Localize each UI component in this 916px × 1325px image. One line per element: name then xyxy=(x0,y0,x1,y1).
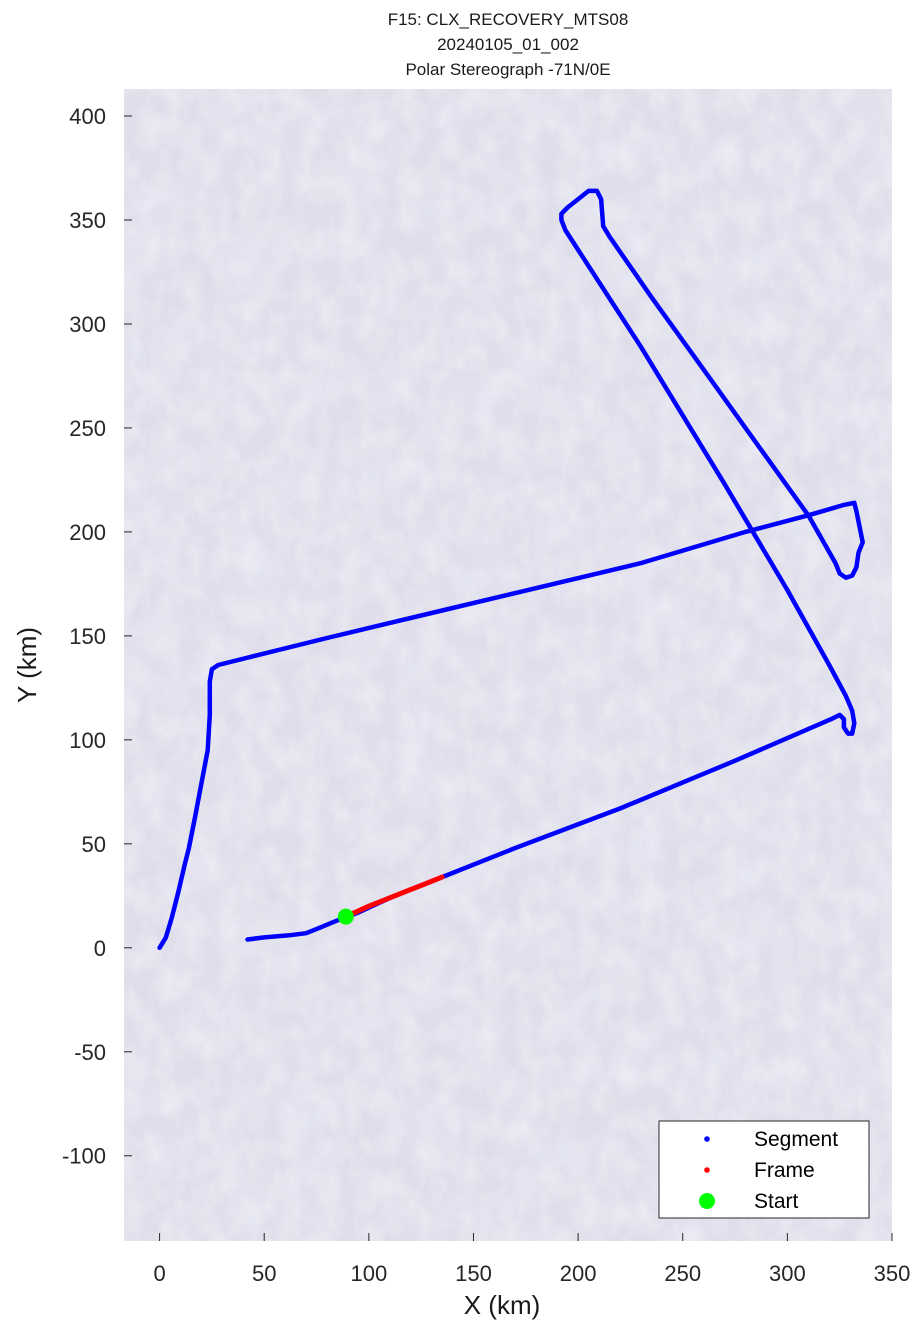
y-tick-label: 0 xyxy=(94,936,106,961)
x-tick-label: 200 xyxy=(560,1261,597,1286)
x-tick-label: 250 xyxy=(664,1261,701,1286)
legend-box xyxy=(658,1120,870,1219)
x-tick-label: 300 xyxy=(769,1261,806,1286)
figure-title: F15: CLX_RECOVERY_MTS08 20240105_01_002 … xyxy=(388,10,629,79)
track-start-marker xyxy=(337,908,354,925)
y-axis-label: Y (km) xyxy=(12,627,42,703)
x-axis-label: X (km) xyxy=(464,1290,541,1320)
x-tick-label: 350 xyxy=(874,1261,911,1286)
track-segment-line xyxy=(157,188,865,951)
legend-segment-marker xyxy=(704,1136,710,1142)
y-tick-label: 150 xyxy=(69,624,106,649)
x-tick-label: 0 xyxy=(153,1261,165,1286)
y-tick-label: -100 xyxy=(62,1144,106,1169)
legend: Segment Frame Start xyxy=(658,1120,870,1219)
legend-start-label: Start xyxy=(754,1190,799,1213)
x-tick-label: 100 xyxy=(350,1261,387,1286)
flight-track xyxy=(157,188,865,951)
imagery-texture-fine xyxy=(124,89,892,1241)
y-axis: -100 -50 0 50 100 150 200 250 300 350 400 xyxy=(62,104,132,1169)
x-tick-label: 50 xyxy=(252,1261,276,1286)
legend-segment-label: Segment xyxy=(754,1128,838,1151)
track-frame-line xyxy=(343,874,445,920)
y-tick-label: 250 xyxy=(69,416,106,441)
y-tick-label: 200 xyxy=(69,520,106,545)
plot-area xyxy=(124,89,892,1241)
y-tick-label: 300 xyxy=(69,312,106,337)
legend-start-marker xyxy=(699,1193,715,1209)
title-line-2: 20240105_01_002 xyxy=(437,35,579,54)
legend-frame-label: Frame xyxy=(754,1159,815,1182)
y-tick-label: 100 xyxy=(69,728,106,753)
x-axis: 0 50 100 150 200 250 300 350 xyxy=(153,1233,910,1286)
legend-frame-marker xyxy=(704,1167,710,1173)
y-tick-label: 400 xyxy=(69,104,106,129)
x-tick-label: 150 xyxy=(455,1261,492,1286)
y-tick-label: -50 xyxy=(74,1040,106,1065)
y-tick-label: 350 xyxy=(69,208,106,233)
y-tick-label: 50 xyxy=(82,832,106,857)
title-line-1: F15: CLX_RECOVERY_MTS08 xyxy=(388,10,629,29)
title-line-3: Polar Stereograph -71N/0E xyxy=(405,60,610,79)
